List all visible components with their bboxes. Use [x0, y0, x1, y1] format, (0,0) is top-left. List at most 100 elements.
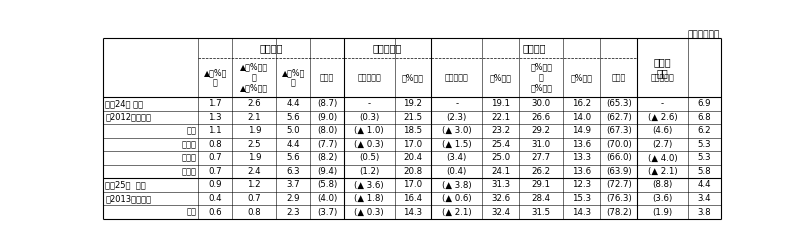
Text: 3.8: 3.8 — [697, 208, 711, 217]
Text: 4.4: 4.4 — [286, 140, 300, 149]
Text: 16.4: 16.4 — [403, 194, 422, 203]
Text: (76.3): (76.3) — [605, 194, 630, 203]
Text: 20.8: 20.8 — [403, 167, 422, 176]
Text: 13.6: 13.6 — [572, 140, 590, 149]
Text: (▲ 0.3): (▲ 0.3) — [354, 140, 383, 149]
Text: １１月: １１月 — [181, 154, 196, 162]
Text: 23.2: 23.2 — [490, 126, 509, 135]
Text: 変わらない: 変わらない — [373, 43, 402, 53]
Text: ▲２%未
満: ▲２%未 満 — [282, 68, 305, 87]
Text: 32.6: 32.6 — [490, 194, 509, 203]
Text: (▲ 1.0): (▲ 1.0) — [354, 126, 383, 135]
Text: -: - — [455, 99, 458, 108]
Text: (▲ 3.0): (▲ 3.0) — [441, 126, 471, 135]
Text: 32.4: 32.4 — [490, 208, 509, 217]
Text: 13.6: 13.6 — [572, 167, 590, 176]
Text: 2.3: 2.3 — [286, 208, 300, 217]
Text: 1.9: 1.9 — [247, 126, 261, 135]
Text: 31.0: 31.0 — [531, 140, 550, 149]
Text: 低下する: 低下する — [259, 43, 282, 53]
Text: 14.3: 14.3 — [403, 208, 422, 217]
Text: 2.6: 2.6 — [247, 99, 261, 108]
Text: 0.4: 0.4 — [209, 194, 222, 203]
Text: (3.7): (3.7) — [317, 208, 337, 217]
Text: 26.2: 26.2 — [531, 167, 550, 176]
Text: 6.3: 6.3 — [286, 167, 300, 176]
Text: 19.2: 19.2 — [403, 99, 422, 108]
Text: 3.4: 3.4 — [697, 194, 711, 203]
Text: (65.3): (65.3) — [605, 99, 630, 108]
Text: 平成25年  １月: 平成25年 １月 — [105, 181, 146, 189]
Text: １２月: １２月 — [181, 167, 196, 176]
Text: 25.0: 25.0 — [490, 154, 509, 162]
Text: (5.8): (5.8) — [317, 181, 337, 189]
Text: (0.5): (0.5) — [358, 154, 379, 162]
Text: 2.1: 2.1 — [247, 113, 261, 122]
Text: (67.3): (67.3) — [605, 126, 630, 135]
Text: （前月差）: （前月差） — [650, 73, 674, 82]
Text: 0.8: 0.8 — [209, 140, 222, 149]
Text: 31.5: 31.5 — [531, 208, 550, 217]
Text: 0.7: 0.7 — [247, 194, 261, 203]
Text: (▲ 2.6): (▲ 2.6) — [646, 113, 676, 122]
Text: (8.7): (8.7) — [317, 99, 337, 108]
Text: -: - — [660, 99, 663, 108]
Text: 平成24年 ７月: 平成24年 ７月 — [105, 99, 144, 108]
Text: (4.6): (4.6) — [651, 126, 672, 135]
Text: 1.2: 1.2 — [247, 181, 261, 189]
Text: 5.3: 5.3 — [697, 140, 711, 149]
Text: 14.9: 14.9 — [572, 126, 590, 135]
Text: 14.0: 14.0 — [572, 113, 590, 122]
Text: 1.7: 1.7 — [209, 99, 222, 108]
Text: (8.8): (8.8) — [651, 181, 672, 189]
Text: 18.5: 18.5 — [403, 126, 422, 135]
Text: -: - — [367, 99, 371, 108]
Text: (▲ 1.5): (▲ 1.5) — [441, 140, 471, 149]
Text: ▲５%以
上: ▲５%以 上 — [204, 68, 227, 87]
Text: 25.4: 25.4 — [490, 140, 509, 149]
Text: 28.4: 28.4 — [531, 194, 550, 203]
Text: 14.3: 14.3 — [572, 208, 590, 217]
Text: （計）: （計） — [319, 73, 334, 82]
Text: (8.2): (8.2) — [317, 154, 337, 162]
Text: 4.4: 4.4 — [286, 99, 300, 108]
Text: ０%程度: ０%程度 — [402, 73, 423, 82]
Text: (9.0): (9.0) — [317, 113, 337, 122]
Text: 13.3: 13.3 — [572, 154, 590, 162]
Text: (62.7): (62.7) — [605, 113, 630, 122]
Text: (1.2): (1.2) — [358, 167, 379, 176]
Text: (0.4): (0.4) — [446, 167, 466, 176]
Text: 31.3: 31.3 — [490, 181, 509, 189]
Text: (▲ 3.8): (▲ 3.8) — [441, 181, 471, 189]
Text: (▲ 2.1): (▲ 2.1) — [646, 167, 676, 176]
Text: (▲ 3.6): (▲ 3.6) — [354, 181, 383, 189]
Text: 4.4: 4.4 — [697, 181, 711, 189]
Text: 30.0: 30.0 — [531, 99, 550, 108]
Text: 17.0: 17.0 — [403, 181, 422, 189]
Text: 24.1: 24.1 — [490, 167, 509, 176]
Text: 1.9: 1.9 — [247, 154, 261, 162]
Text: 29.2: 29.2 — [531, 126, 550, 135]
Text: 22.1: 22.1 — [490, 113, 509, 122]
Text: 21.5: 21.5 — [403, 113, 422, 122]
Text: 0.9: 0.9 — [209, 181, 221, 189]
Text: 2.5: 2.5 — [247, 140, 261, 149]
Text: （2013年）２月: （2013年）２月 — [105, 194, 152, 203]
Text: １０月: １０月 — [181, 140, 196, 149]
Text: (70.0): (70.0) — [605, 140, 630, 149]
Text: ５%以上: ５%以上 — [570, 73, 592, 82]
Text: 29.1: 29.1 — [531, 181, 550, 189]
Text: (0.3): (0.3) — [358, 113, 379, 122]
Text: （単位：％）: （単位：％） — [687, 31, 719, 40]
Text: 17.0: 17.0 — [403, 140, 422, 149]
Text: 3.7: 3.7 — [286, 181, 300, 189]
Text: 5.6: 5.6 — [286, 113, 300, 122]
Text: （計）: （計） — [611, 73, 625, 82]
Text: 6.8: 6.8 — [697, 113, 711, 122]
Text: ２%未満: ２%未満 — [489, 73, 511, 82]
Text: 0.8: 0.8 — [247, 208, 261, 217]
Text: (▲ 1.8): (▲ 1.8) — [354, 194, 383, 203]
Text: ２%以上
～
５%未満: ２%以上 ～ ５%未満 — [529, 63, 552, 93]
Text: 0.6: 0.6 — [209, 208, 222, 217]
Text: 6.2: 6.2 — [697, 126, 711, 135]
